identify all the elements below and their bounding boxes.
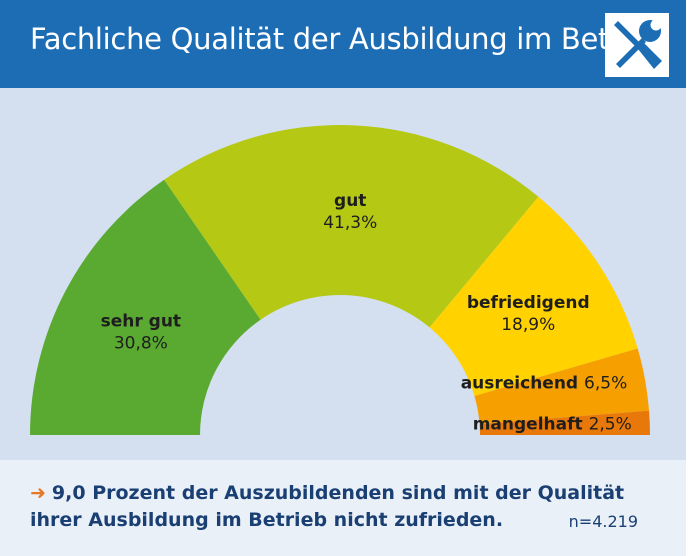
slice-gut: [164, 125, 539, 328]
slice-sehr-gut: [30, 179, 261, 435]
footer-panel: ➜ 9,0 Prozent der Auszubildenden sind mit…: [0, 460, 686, 556]
category-label-3: ausreichend: [461, 374, 584, 394]
slice-befriedigend: [429, 196, 638, 396]
edge-strip: [686, 0, 700, 556]
value-label-2: 18,9%: [501, 315, 555, 335]
summary-text: 9,0 Prozent der Auszubildenden sind mit …: [30, 482, 625, 531]
slice-ausreichend: [474, 348, 650, 425]
chart-title: Fachliche Qualität der Ausbildung im Bet…: [30, 22, 665, 56]
wrench-screwdriver-icon: [604, 12, 670, 78]
category-label-2: befriedigend: [467, 293, 590, 313]
value-label-0: 30,8%: [114, 333, 168, 353]
slice-label-3: ausreichend 6,5%: [461, 374, 628, 394]
header-bar: Fachliche Qualität der Ausbildung im Bet…: [0, 0, 686, 88]
sample-size: n=4.219: [568, 512, 638, 531]
summary-note: ➜ 9,0 Prozent der Auszubildenden sind mit…: [30, 480, 630, 534]
category-label-4: mangelhaft: [473, 415, 589, 435]
category-label-1: gut: [334, 191, 366, 211]
slice-mangelhaft: [479, 410, 650, 435]
chart-area: sehr gut 30,8% gut 41,3% befriedigend 18,9% au…: [0, 88, 686, 460]
slice-label-4: mangelhaft 2,5%: [473, 415, 632, 435]
value-label-4: 2,5%: [589, 415, 632, 435]
arrow-icon: ➜: [30, 482, 46, 504]
category-label-0: sehr gut: [101, 311, 181, 331]
value-label-1: 41,3%: [323, 213, 377, 233]
value-label-3: 6,5%: [584, 374, 627, 394]
